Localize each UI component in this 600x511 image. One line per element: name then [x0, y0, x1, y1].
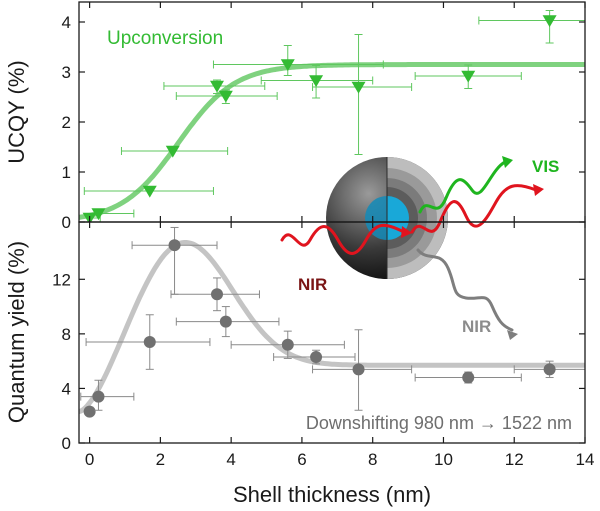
x-tick-label: 0 — [85, 450, 94, 469]
downshifting-data-point — [230, 330, 345, 359]
downshifting-y-axis-title: Quantum yield (%) — [4, 241, 29, 423]
circle-marker — [219, 315, 232, 328]
downshifting-data-point — [80, 379, 135, 411]
downshifting-label: Downshifting 980 nm → 1522 nm — [306, 413, 572, 433]
x-tick-label: 14 — [576, 450, 595, 469]
downshifting-y-tick-label: 12 — [52, 270, 71, 289]
upconversion-data-point — [312, 34, 413, 155]
circle-marker — [168, 239, 181, 252]
upconversion-y-tick-label: 3 — [62, 63, 71, 82]
upconversion-y-axis-title: UCQY (%) — [4, 60, 29, 164]
nir-input-wave — [280, 223, 406, 255]
circle-marker — [352, 363, 365, 376]
downshifting-data-point — [170, 277, 260, 312]
triangle-marker — [542, 15, 557, 28]
circle-marker — [281, 338, 294, 351]
upconversion-data-point — [83, 185, 214, 198]
upconversion-data-point — [414, 64, 522, 89]
downshifting-data-point — [273, 349, 356, 365]
upconversion-data-point — [175, 89, 278, 104]
downshifting-y-tick-label: 8 — [62, 325, 71, 344]
upconversion-data-point — [91, 208, 135, 221]
upconversion-y-tick-label: 1 — [62, 163, 71, 182]
downshifting-y-tick-label: 4 — [62, 379, 71, 398]
upconversion-axis-ticks: 0 1 2 3 4 — [62, 2, 586, 232]
downshifting-data-point — [513, 360, 585, 379]
upconversion-data-point — [478, 10, 585, 44]
nir-input-label: NIR — [298, 275, 327, 294]
circle-marker — [543, 363, 556, 376]
downshifting-data-points — [80, 226, 585, 418]
circle-marker — [143, 336, 156, 349]
nir-output-arrowhead — [507, 330, 518, 340]
core-shell-nanoparticle-illustration: NIR VIS NIR — [280, 156, 559, 340]
upconversion-y-tick-label: 2 — [62, 113, 71, 132]
circle-marker — [92, 390, 105, 403]
downshifting-data-point — [414, 371, 522, 384]
upconversion-data-point — [163, 79, 266, 94]
x-tick-label: 10 — [434, 450, 453, 469]
downshifting-fit-curve — [79, 240, 585, 415]
upconversion-data-point — [212, 45, 384, 76]
x-tick-label: 2 — [156, 450, 165, 469]
nir-output-label: NIR — [462, 317, 491, 336]
triangle-marker — [142, 185, 157, 198]
x-tick-label: 4 — [226, 450, 235, 469]
downshifting-axis-ticks: 0 2 4 6 8 10 12 14 0 4 8 12 — [52, 222, 594, 469]
x-tick-label: 8 — [368, 450, 377, 469]
upconversion-y-tick-label: 4 — [62, 13, 71, 32]
downshifting-data-point — [175, 306, 280, 338]
upconversion-data-point — [120, 145, 229, 158]
red-emission-arrowhead — [533, 184, 544, 196]
x-tick-label: 12 — [505, 450, 524, 469]
triangle-marker — [280, 59, 295, 72]
triangle-marker — [461, 70, 476, 83]
red-emission-wave — [410, 184, 538, 234]
downshifting-data-point — [83, 405, 96, 418]
triangle-marker — [165, 145, 180, 158]
vis-label: VIS — [532, 157, 559, 176]
downshifting-panel-frame — [78, 221, 586, 444]
upconversion-fit-curve — [79, 62, 585, 220]
triangle-marker — [91, 208, 106, 221]
downshifting-y-tick-label: 0 — [62, 434, 71, 453]
vis-emission-arrowhead — [502, 156, 513, 168]
circle-marker — [211, 288, 223, 301]
upconversion-label: Upconversion — [107, 28, 223, 49]
circle-marker — [83, 405, 96, 418]
triangle-marker — [351, 81, 366, 94]
particle-core-left — [365, 196, 387, 240]
upconversion-data-point — [260, 65, 374, 99]
x-tick-label: 6 — [297, 450, 306, 469]
triangle-marker — [218, 90, 233, 103]
nir-input-arrowhead — [401, 226, 412, 238]
triangle-marker — [210, 80, 224, 93]
upconversion-y-tick-label: 0 — [62, 213, 71, 232]
nir-output-wave — [416, 248, 514, 332]
vis-emission-wave — [418, 160, 507, 214]
circle-marker — [462, 371, 475, 384]
downshifting-data-point — [85, 314, 211, 370]
triangle-marker — [309, 75, 324, 88]
x-axis-title: Shell thickness (nm) — [233, 482, 431, 507]
downshifting-data-point — [312, 329, 413, 411]
circle-marker — [310, 351, 323, 364]
